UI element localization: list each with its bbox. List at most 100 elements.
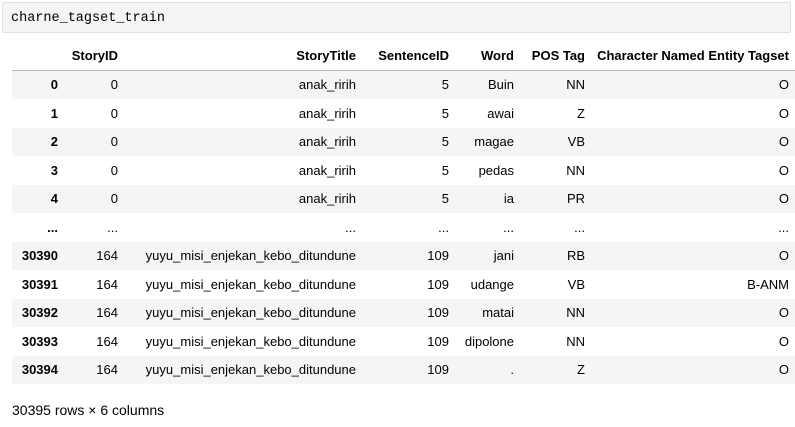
cell-ner-tag: O [778,191,789,207]
row-index: ... [47,219,58,235]
cell-sentenceid: ... [438,219,449,235]
column-header-ner-tagset: Character Named Entity Tagset [591,41,795,71]
code-cell-input[interactable]: charne_tagset_train [2,2,791,33]
row-index: 30391 [21,276,58,292]
cell-sentenceid: 109 [427,248,449,264]
row-index: 30393 [21,333,58,349]
table-row: 1 0 anak_ririh 5 awai Z O [12,99,795,128]
cell-word: magae [474,134,514,150]
cell-sentenceid: 5 [441,162,449,178]
column-header-pos-tag: POS Tag [520,41,591,71]
cell-pos-tag: Z [577,362,585,378]
row-index: 3 [50,162,58,178]
cell-pos-tag: NN [566,305,585,321]
cell-ner-tag: ... [778,219,789,235]
table-row: 4 0 anak_ririh 5 ia PR O [12,184,795,213]
code-text: charne_tagset_train [11,11,165,26]
cell-storyid: 0 [110,191,118,207]
cell-word: jani [493,248,514,264]
cell-pos-tag: NN [566,333,585,349]
cell-storyid: ... [107,219,118,235]
row-index: 1 [50,105,58,121]
cell-sentenceid: 109 [427,333,449,349]
cell-storytitle: anak_ririh [298,191,356,207]
cell-sentenceid: 5 [441,191,449,207]
cell-storyid: 164 [96,248,118,264]
cell-storytitle: yuyu_misi_enjekan_kebo_ditundune [145,276,356,292]
table-row: 30391 164 yuyu_misi_enjekan_kebo_ditundune… [12,270,795,299]
cell-storyid: 164 [96,333,118,349]
table-row: 30393 164 yuyu_misi_enjekan_kebo_ditundune… [12,327,795,356]
cell-pos-tag: Z [577,105,585,121]
cell-sentenceid: 5 [441,105,449,121]
table-row: 30390 164 yuyu_misi_enjekan_kebo_ditundune… [12,241,795,270]
cell-sentenceid: 109 [427,305,449,321]
row-index: 0 [50,77,58,93]
cell-word: ia [503,191,514,207]
row-index: 4 [50,191,58,207]
cell-storytitle: yuyu_misi_enjekan_kebo_ditundune [145,305,356,321]
cell-ner-tag: O [778,305,789,321]
cell-ner-tag: O [778,105,789,121]
cell-storytitle: anak_ririh [298,162,356,178]
cell-storyid: 0 [110,105,118,121]
table-row: 30394 164 yuyu_misi_enjekan_kebo_ditundune… [12,355,795,384]
cell-word: . [510,362,514,378]
cell-storytitle: yuyu_misi_enjekan_kebo_ditundune [145,362,356,378]
cell-ner-tag: B-ANM [747,276,789,292]
cell-storyid: 0 [110,162,118,178]
cell-storyid: 164 [96,362,118,378]
cell-storytitle: anak_ririh [298,105,356,121]
cell-storyid: 0 [110,134,118,150]
column-header-storyid: StoryID [64,41,124,71]
table-row: 0 0 anak_ririh 5 Buin NN O [12,70,795,99]
cell-word: ... [503,219,514,235]
cell-word: dipolone [464,333,514,349]
cell-pos-tag: NN [566,77,585,93]
column-header-word: Word [455,41,520,71]
cell-word: matai [482,305,514,321]
cell-sentenceid: 5 [441,134,449,150]
table-shape-summary: 30395 rows × 6 columns [12,402,165,418]
cell-pos-tag: NN [566,162,585,178]
cell-storyid: 0 [110,77,118,93]
cell-sentenceid: 109 [427,362,449,378]
cell-word: pedas [478,162,514,178]
table-row: 3 0 anak_ririh 5 pedas NN O [12,156,795,185]
cell-word: awai [487,105,514,121]
row-index: 2 [50,134,58,150]
cell-pos-tag: VB [567,276,585,292]
cell-ner-tag: O [778,77,789,93]
cell-storyid: 164 [96,305,118,321]
cell-pos-tag: VB [567,134,585,150]
table-header-row: StoryID StoryTitle SentenceID Word POS T… [12,41,795,71]
cell-ner-tag: O [778,248,789,264]
cell-word: udange [470,276,514,292]
column-header-storytitle: StoryTitle [124,41,362,71]
cell-pos-tag: PR [566,191,585,207]
dataframe-table: StoryID StoryTitle SentenceID Word POS T… [12,41,795,384]
row-index: 30394 [21,362,58,378]
cell-pos-tag: ... [574,219,585,235]
cell-storytitle: anak_ririh [298,77,356,93]
row-index: 30392 [21,305,58,321]
cell-storytitle: ... [345,219,356,235]
cell-ner-tag: O [778,333,789,349]
cell-pos-tag: RB [566,248,585,264]
column-header-index [12,41,64,71]
cell-storytitle: yuyu_misi_enjekan_kebo_ditundune [145,333,356,349]
table-row: 2 0 anak_ririh 5 magae VB O [12,127,795,156]
cell-word: Buin [487,77,514,93]
cell-sentenceid: 109 [427,276,449,292]
cell-ner-tag: O [778,362,789,378]
cell-storytitle: yuyu_misi_enjekan_kebo_ditundune [145,248,356,264]
row-index: 30390 [21,248,58,264]
cell-ner-tag: O [778,162,789,178]
cell-ner-tag: O [778,134,789,150]
column-header-sentenceid: SentenceID [362,41,455,71]
cell-storytitle: anak_ririh [298,134,356,150]
table-row: 30392 164 yuyu_misi_enjekan_kebo_ditundune… [12,298,795,327]
cell-sentenceid: 5 [441,77,449,93]
cell-storyid: 164 [96,276,118,292]
table-row: ..................... [12,213,795,242]
